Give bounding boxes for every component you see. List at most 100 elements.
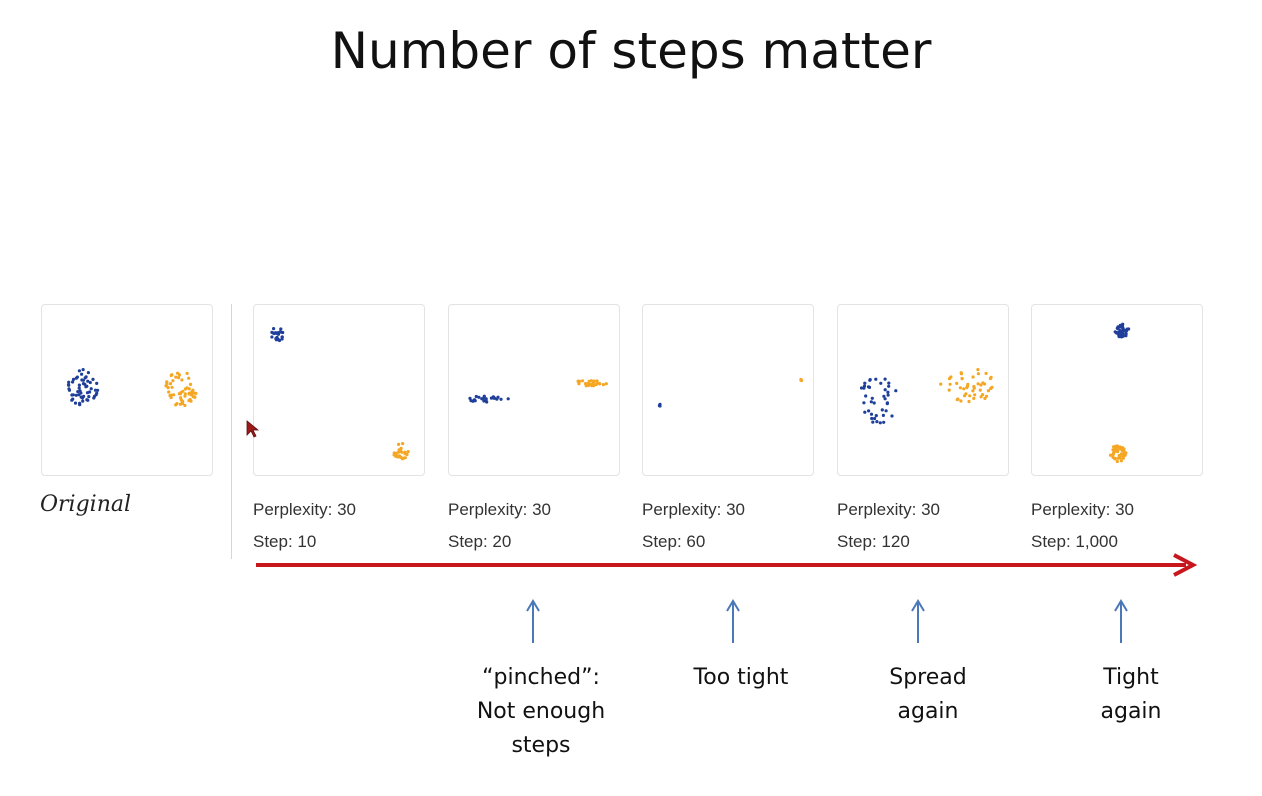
blue-cluster (1113, 322, 1131, 339)
data-point (979, 395, 983, 399)
data-point (77, 383, 81, 387)
data-point (166, 386, 170, 390)
perplexity-caption: Perplexity: 30 (837, 500, 940, 519)
data-point (169, 395, 173, 400)
data-point (85, 391, 90, 395)
data-point (76, 390, 80, 394)
data-point (86, 398, 90, 402)
up-arrow-icon (726, 599, 740, 643)
perplexity-caption: Perplexity: 30 (448, 500, 551, 519)
data-point (890, 414, 894, 418)
orange-cluster (939, 368, 994, 404)
step-caption: Step: 60 (642, 532, 706, 551)
data-point (86, 371, 90, 375)
data-point (598, 382, 602, 386)
perplexity-caption: Perplexity: 30 (1031, 500, 1134, 519)
data-point (177, 373, 181, 377)
data-point (165, 380, 169, 384)
data-point (875, 420, 879, 424)
blue-cluster (657, 402, 662, 408)
data-point (867, 409, 871, 413)
panel-step-1000 (1031, 304, 1203, 476)
data-point (986, 389, 990, 393)
data-point (881, 413, 885, 417)
data-point (959, 372, 964, 376)
orange-cluster (164, 371, 198, 408)
data-point (78, 403, 82, 407)
data-point (499, 397, 503, 401)
data-point (956, 397, 960, 401)
note-line: Tight (1103, 665, 1159, 690)
data-point (859, 386, 864, 390)
scatter-step-20 (468, 379, 608, 404)
data-point (883, 397, 887, 401)
data-point (886, 390, 890, 394)
orange-cluster (576, 379, 608, 388)
data-point (66, 383, 71, 387)
data-point (868, 378, 872, 382)
data-point (71, 380, 75, 384)
data-point (279, 330, 284, 334)
data-point (81, 368, 85, 372)
data-point (392, 453, 396, 457)
data-point (949, 375, 953, 379)
blue-cluster (859, 377, 898, 425)
data-point (1114, 446, 1119, 450)
data-point (77, 369, 81, 373)
data-point (274, 337, 278, 341)
data-point (95, 381, 99, 385)
data-point (482, 394, 486, 398)
data-point (1115, 448, 1119, 452)
data-point (971, 375, 975, 379)
data-point (870, 396, 874, 400)
data-point (885, 402, 889, 406)
slide-title: Number of steps matter (330, 22, 932, 80)
data-point (277, 338, 282, 343)
data-point (74, 376, 78, 380)
data-point (1124, 334, 1128, 338)
data-point (983, 396, 987, 401)
data-point (1114, 331, 1118, 335)
data-point (1111, 451, 1115, 456)
note-too-tight: Too tight (651, 661, 831, 695)
data-point (873, 416, 877, 421)
data-point (477, 395, 481, 399)
data-point (170, 385, 174, 389)
data-point (887, 384, 891, 388)
data-point (185, 371, 189, 375)
data-point (70, 393, 74, 397)
data-point (879, 381, 883, 385)
data-point (960, 377, 964, 381)
data-point (878, 421, 882, 425)
data-point (91, 377, 95, 381)
data-point (591, 383, 595, 387)
data-point (862, 401, 866, 405)
data-point (468, 396, 472, 400)
data-point (80, 372, 84, 376)
data-point (983, 382, 987, 386)
data-point (984, 371, 988, 375)
data-point (976, 368, 980, 372)
data-point (165, 382, 169, 386)
data-point (874, 377, 878, 381)
data-point (89, 387, 93, 391)
data-point (604, 382, 608, 386)
data-point (77, 393, 81, 397)
data-point (863, 381, 867, 385)
data-point (179, 396, 183, 400)
data-point (577, 382, 581, 386)
orange-cluster (392, 442, 410, 461)
data-point (83, 382, 87, 386)
data-point (270, 330, 274, 334)
data-point (880, 408, 884, 412)
orange-cluster (1108, 444, 1128, 464)
data-point (594, 382, 598, 387)
up-arrow-icon (526, 599, 540, 643)
data-point (1113, 457, 1117, 461)
data-point (976, 382, 980, 386)
data-point (93, 388, 98, 392)
step-caption: Step: 20 (448, 532, 512, 551)
data-point (406, 450, 410, 454)
data-point (474, 394, 478, 399)
data-point (190, 390, 194, 394)
